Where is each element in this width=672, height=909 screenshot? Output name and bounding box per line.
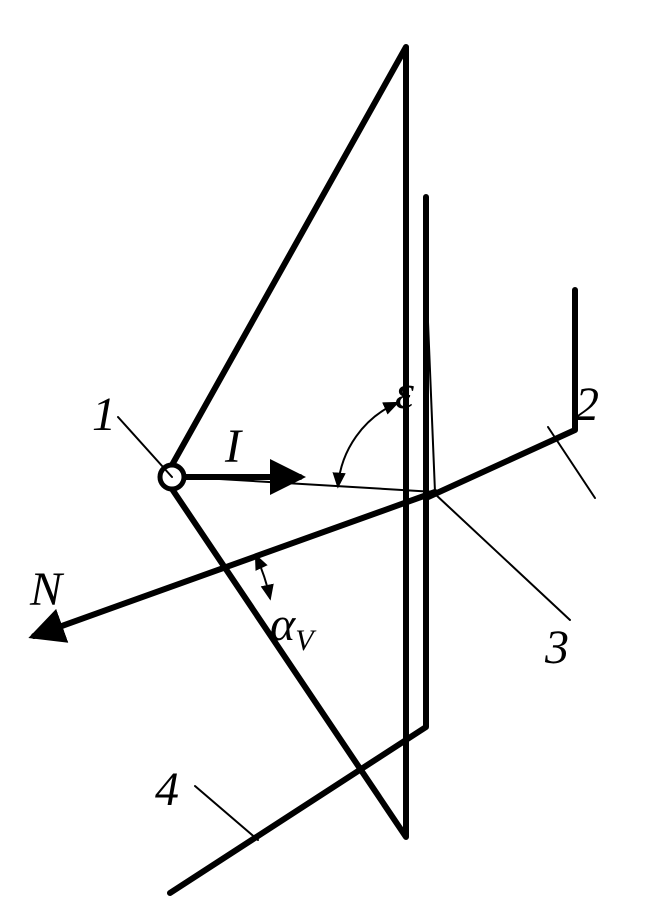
vector-N [34,492,435,636]
upper-inner-plane [426,197,575,498]
outer-plane [172,47,406,837]
arc-epsilon [338,403,397,486]
label-3: 3 [544,621,569,674]
label-2: 2 [575,378,599,431]
ray-up [428,322,435,492]
lower-inner-plane [170,498,426,893]
leader-1 [118,417,172,477]
ray-I-continuation [186,477,435,492]
leader-3 [435,494,570,620]
label-N: N [29,563,65,616]
label-4: 4 [155,763,179,816]
label-I: I [224,420,243,473]
label-alpha: αV [270,598,317,657]
leader-2 [548,427,595,498]
arc-alpha-v [256,556,270,598]
label-epsilon: ε [395,366,414,419]
geometry-diagram: 1 2 3 4 I N ε αV [0,0,672,909]
leader-4 [195,786,258,840]
label-1: 1 [92,388,116,441]
